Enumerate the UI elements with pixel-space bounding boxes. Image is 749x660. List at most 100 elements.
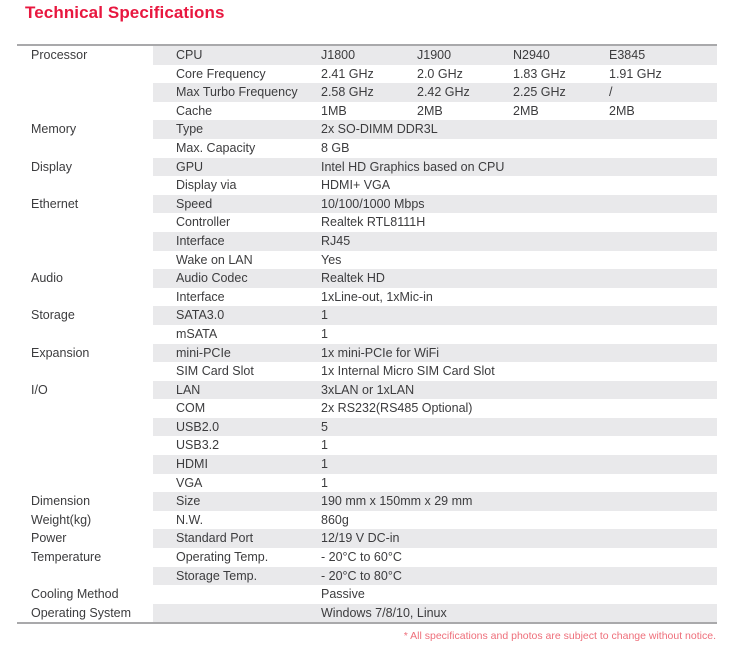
spec-values: Realtek RTL8111H bbox=[321, 213, 717, 232]
spec-value: HDMI+ VGA bbox=[321, 178, 391, 193]
category-cell bbox=[17, 64, 153, 84]
spec-label-cell: Display via bbox=[176, 178, 237, 193]
spec-cells: Wake on LAN Yes bbox=[153, 250, 717, 270]
table-row: HDMI 1 bbox=[17, 455, 717, 474]
category-cell bbox=[17, 362, 153, 381]
spec-values: 8 GB bbox=[321, 139, 717, 158]
table-row: Cooling Method Passive bbox=[17, 585, 717, 604]
spec-label-cell: Interface bbox=[176, 233, 225, 248]
spec-value: Realtek HD bbox=[321, 271, 385, 286]
spec-value: 1xLine-out, 1xMic-in bbox=[321, 289, 433, 304]
spec-cells: Passive bbox=[153, 585, 717, 604]
spec-values: Realtek HD bbox=[321, 269, 717, 288]
spec-label-cell: Max Turbo Frequency bbox=[176, 85, 298, 100]
spec-values: 2x RS232(RS485 Optional) bbox=[321, 399, 717, 418]
category-cell bbox=[17, 83, 153, 102]
spec-value: 2MB bbox=[513, 103, 539, 118]
spec-value: 2.0 GHz bbox=[417, 66, 463, 81]
category-cell bbox=[17, 399, 153, 418]
spec-values: 1 bbox=[321, 325, 717, 344]
spec-values: 12/19 V DC-in bbox=[321, 529, 717, 548]
table-row: VGA 1 bbox=[17, 473, 717, 493]
category-cell: Power bbox=[17, 529, 153, 549]
table-row: I/O LAN 3xLAN or 1xLAN bbox=[17, 380, 717, 400]
spec-value: 1x Internal Micro SIM Card Slot bbox=[321, 364, 495, 379]
spec-values: 1xLine-out, 1xMic-in bbox=[321, 288, 717, 307]
spec-value: 5 bbox=[321, 419, 328, 434]
spec-label-cell: Interface bbox=[176, 289, 225, 304]
spec-cells: Windows 7/8/10, Linux bbox=[153, 603, 717, 623]
category-cell bbox=[17, 566, 153, 586]
spec-value: 8 GB bbox=[321, 140, 350, 155]
spec-values: HDMI+ VGA bbox=[321, 176, 717, 195]
table-row: USB2.0 5 bbox=[17, 417, 717, 437]
spec-value: 1 bbox=[321, 475, 328, 490]
table-row: COM 2x RS232(RS485 Optional) bbox=[17, 399, 717, 418]
spec-label-cell bbox=[153, 604, 321, 623]
table-row: Display via HDMI+ VGA bbox=[17, 176, 717, 195]
spec-cells: Interface 1xLine-out, 1xMic-in bbox=[153, 287, 717, 307]
spec-value: 2MB bbox=[609, 103, 635, 118]
spec-value: 2x RS232(RS485 Optional) bbox=[321, 401, 473, 416]
spec-label-cell: Audio Codec bbox=[176, 271, 248, 286]
spec-cells: COM 2x RS232(RS485 Optional) bbox=[153, 399, 717, 418]
category-cell: Storage bbox=[17, 306, 153, 325]
category-cell: Memory bbox=[17, 120, 153, 139]
category-cell bbox=[17, 287, 153, 307]
spec-cells: Controller Realtek RTL8111H bbox=[153, 213, 717, 232]
spec-values: 2x SO-DIMM DDR3L bbox=[321, 120, 717, 139]
spec-cells: Size 190 mm x 150mm x 29 mm bbox=[153, 492, 717, 511]
spec-cells: Interface RJ45 bbox=[153, 231, 717, 251]
spec-value: Windows 7/8/10, Linux bbox=[321, 605, 447, 620]
spec-cells: mini-PCIe 1x mini-PCIe for WiFi bbox=[153, 343, 717, 363]
category-cell bbox=[17, 250, 153, 270]
category-cell bbox=[17, 213, 153, 232]
spec-value: 1MB bbox=[321, 103, 347, 118]
table-row: USB3.2 1 bbox=[17, 436, 717, 456]
spec-value: N2940 bbox=[513, 48, 550, 62]
spec-value: 2x SO-DIMM DDR3L bbox=[321, 122, 438, 137]
table-row: Max. Capacity 8 GB bbox=[17, 138, 717, 158]
spec-value: 190 mm x 150mm x 29 mm bbox=[321, 494, 473, 509]
spec-cells: Cache 1MB 2MB 2MB 2MB bbox=[153, 101, 717, 121]
spec-label-cell: VGA bbox=[176, 475, 203, 490]
spec-value: RJ45 bbox=[321, 233, 351, 248]
spec-values: 2.41 GHz 2.0 GHz 1.83 GHz 1.91 GHz bbox=[321, 65, 717, 84]
spec-label-cell: GPU bbox=[176, 159, 204, 174]
table-row: Power Standard Port 12/19 V DC-in bbox=[17, 529, 717, 549]
spec-value: 860g bbox=[321, 512, 349, 527]
table-row: Core Frequency 2.41 GHz 2.0 GHz 1.83 GHz 1.… bbox=[17, 64, 717, 84]
table-row: Max Turbo Frequency 2.58 GHz 2.42 GHz 2.25… bbox=[17, 83, 717, 102]
spec-cells: SIM Card Slot 1x Internal Micro SIM Card… bbox=[153, 362, 717, 381]
table-row: mSATA 1 bbox=[17, 324, 717, 344]
table-row: Wake on LAN Yes bbox=[17, 250, 717, 270]
spec-values: 5 bbox=[321, 418, 717, 437]
spec-values: 2.58 GHz 2.42 GHz 2.25 GHz / bbox=[321, 83, 717, 102]
spec-label-cell: Standard Port bbox=[176, 531, 254, 546]
page-title: Technical Specifications bbox=[25, 3, 225, 22]
spec-cells: GPU Intel HD Graphics based on CPU bbox=[153, 157, 717, 177]
spec-value: Passive bbox=[321, 587, 365, 602]
table-row: Temperature Operating Temp. - 20°C to 60… bbox=[17, 548, 717, 567]
spec-value: 2.42 GHz bbox=[417, 85, 470, 100]
spec-values: Passive bbox=[321, 585, 717, 604]
spec-values: 860g bbox=[321, 511, 717, 530]
spec-values: - 20°C to 80°C bbox=[321, 567, 717, 586]
table-row: Controller Realtek RTL8111H bbox=[17, 213, 717, 232]
spec-value: - 20°C to 60°C bbox=[321, 550, 402, 565]
spec-values: 1 bbox=[321, 474, 717, 493]
spec-cells: Type 2x SO-DIMM DDR3L bbox=[153, 120, 717, 139]
spec-label-cell: Core Frequency bbox=[176, 66, 266, 81]
table-row: Interface 1xLine-out, 1xMic-in bbox=[17, 287, 717, 307]
spec-label-cell: HDMI bbox=[176, 457, 208, 472]
spec-values: Intel HD Graphics based on CPU bbox=[321, 158, 717, 177]
spec-cells: Speed 10/100/1000 Mbps bbox=[153, 194, 717, 214]
category-cell: Cooling Method bbox=[17, 585, 153, 604]
table-row: Ethernet Speed 10/100/1000 Mbps bbox=[17, 194, 717, 214]
table-row: Processor CPU J1800 J1900 N2940 E3845 bbox=[17, 46, 717, 65]
spec-cells: N.W. 860g bbox=[153, 510, 717, 530]
spec-label-cell: mini-PCIe bbox=[176, 345, 231, 360]
spec-value: 2.41 GHz bbox=[321, 66, 374, 81]
spec-value: 1.83 GHz bbox=[513, 66, 566, 81]
spec-cells: LAN 3xLAN or 1xLAN bbox=[153, 380, 717, 400]
